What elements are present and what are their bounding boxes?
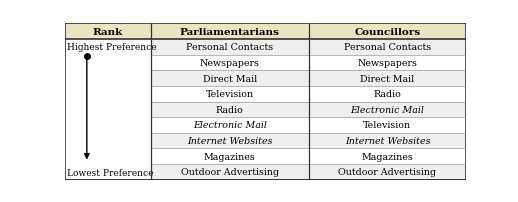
Text: Radio: Radio: [216, 105, 244, 114]
Text: Newspapers: Newspapers: [357, 59, 418, 68]
Text: Highest Preference: Highest Preference: [67, 42, 156, 51]
Text: Radio: Radio: [373, 90, 401, 99]
Bar: [65, 55, 151, 71]
Bar: [151, 149, 466, 164]
Bar: [65, 40, 151, 55]
Bar: [151, 40, 466, 55]
Text: Magazines: Magazines: [204, 152, 256, 161]
Bar: [65, 24, 466, 40]
Text: Television: Television: [363, 121, 411, 130]
Text: Outdoor Advertising: Outdoor Advertising: [181, 167, 279, 177]
Bar: [151, 118, 466, 133]
Bar: [151, 133, 466, 149]
Text: Outdoor Advertising: Outdoor Advertising: [338, 167, 437, 177]
Text: Direct Mail: Direct Mail: [361, 74, 414, 83]
Bar: [65, 149, 151, 164]
Bar: [151, 55, 466, 71]
Text: Parliamentarians: Parliamentarians: [180, 27, 280, 37]
Bar: [151, 164, 466, 180]
Text: Electronic Mail: Electronic Mail: [193, 121, 267, 130]
Bar: [151, 71, 466, 86]
Text: Internet Websites: Internet Websites: [187, 136, 272, 145]
Text: Magazines: Magazines: [362, 152, 413, 161]
Bar: [65, 86, 151, 102]
Bar: [65, 164, 151, 180]
Text: Lowest Preference: Lowest Preference: [67, 168, 153, 177]
Text: Television: Television: [206, 90, 254, 99]
Text: Electronic Mail: Electronic Mail: [351, 105, 424, 114]
Text: Councillors: Councillors: [354, 27, 421, 37]
Text: Rank: Rank: [93, 27, 123, 37]
Text: Internet Websites: Internet Websites: [344, 136, 430, 145]
Bar: [65, 71, 151, 86]
Text: Personal Contacts: Personal Contacts: [344, 43, 431, 52]
Bar: [65, 133, 151, 149]
Bar: [65, 118, 151, 133]
Bar: [151, 86, 466, 102]
Bar: [151, 102, 466, 118]
Text: Newspapers: Newspapers: [200, 59, 260, 68]
Text: Personal Contacts: Personal Contacts: [186, 43, 274, 52]
Bar: [65, 102, 151, 118]
Text: Direct Mail: Direct Mail: [203, 74, 257, 83]
